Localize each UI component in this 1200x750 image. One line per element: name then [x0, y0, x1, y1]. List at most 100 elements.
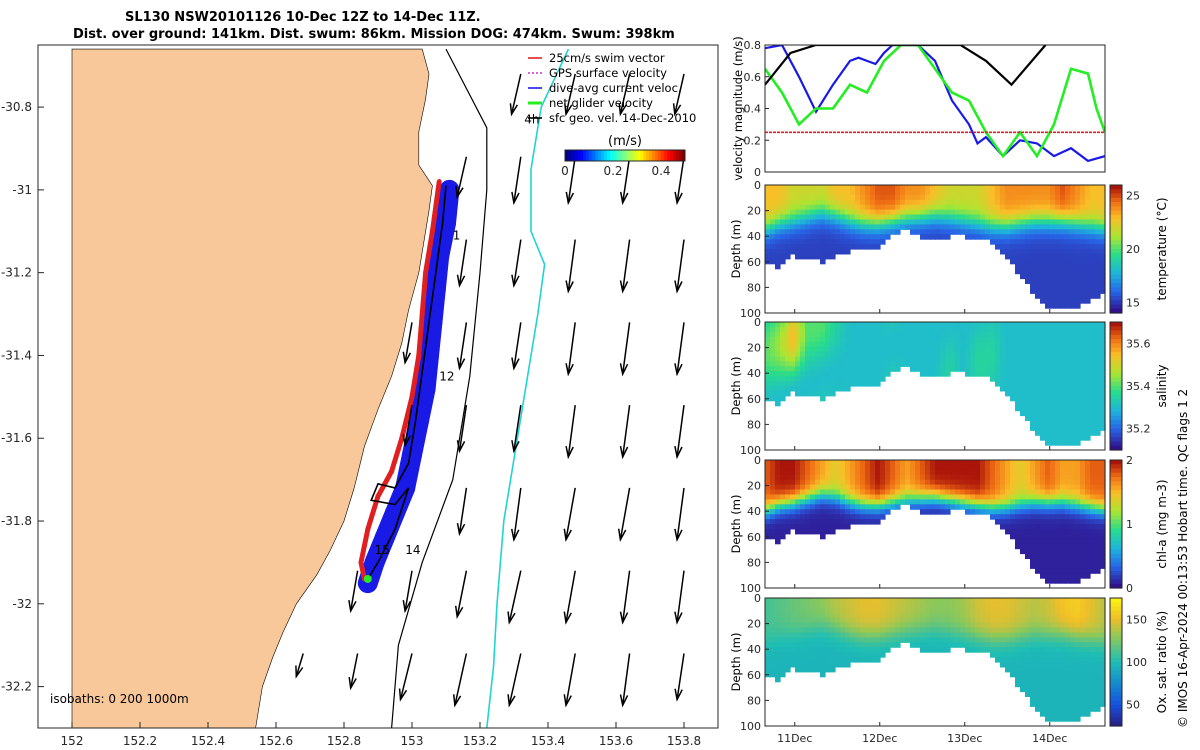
section-cell: [1065, 479, 1071, 486]
section-cell: [965, 607, 971, 614]
sfc-geo-arrow: [588, 727, 589, 728]
section-cell: [770, 199, 776, 206]
section-cell: [775, 460, 781, 466]
section-cell: [1040, 395, 1046, 402]
section-cell: [900, 331, 906, 338]
section-cell: [830, 632, 836, 638]
section-ytick-label: 40: [747, 367, 761, 380]
velocity-ytick-label: 0.8: [744, 39, 762, 52]
section-cell: [1045, 219, 1051, 225]
section-cell: [1070, 474, 1076, 481]
section-ytick-label: 20: [747, 342, 761, 355]
section-cell: [1070, 598, 1076, 604]
section-cell: [1075, 199, 1081, 206]
section-cell: [1005, 199, 1011, 206]
section-cell: [765, 464, 771, 471]
section-cell: [1060, 696, 1066, 702]
section-cell: [815, 346, 821, 353]
section-cell: [1020, 504, 1026, 510]
section-cell: [1100, 469, 1106, 476]
section-cell: [825, 528, 831, 535]
section-cell: [1055, 524, 1061, 530]
section-cell: [770, 528, 776, 535]
section-cell: [820, 185, 826, 191]
section-colorbar-cell: [1110, 360, 1122, 366]
section-cell: [900, 326, 906, 333]
section-cell: [925, 612, 931, 619]
section-cell: [955, 366, 961, 372]
section-cell: [1055, 612, 1061, 619]
sfc-geo-arrowhead: [618, 103, 627, 117]
section-cell: [1095, 249, 1101, 255]
section-cell: [1055, 538, 1061, 545]
section-cell: [785, 528, 791, 535]
section-cell: [815, 224, 821, 230]
section-cell: [765, 244, 771, 250]
sfc-geo-arrow: [404, 570, 413, 612]
section-cell: [1100, 253, 1106, 260]
section-cell: [1035, 258, 1041, 265]
section-cell: [1100, 268, 1106, 275]
section-cell: [865, 356, 871, 362]
section-cell: [870, 612, 876, 619]
section-cell: [1070, 322, 1076, 328]
section-cell: [855, 376, 861, 382]
section-cell: [1090, 469, 1096, 476]
section-cell: [1100, 263, 1106, 270]
section-cell: [795, 642, 801, 648]
section-cell: [815, 627, 821, 633]
section-cell: [915, 484, 921, 491]
section-cell: [1070, 253, 1076, 260]
section-cell: [950, 622, 956, 629]
section-cell: [1010, 229, 1016, 235]
section-cell: [1035, 288, 1041, 294]
section-cell: [1090, 420, 1096, 426]
legend-label: dive-avg current veloc.: [549, 81, 682, 95]
section-cell: [785, 381, 791, 387]
section-colorbar-cell: [1110, 477, 1122, 482]
section-cell: [1015, 268, 1021, 275]
section-cell: [835, 346, 841, 353]
section-cell: [1075, 479, 1081, 486]
section-cell: [1045, 303, 1051, 309]
section-cell: [785, 209, 791, 216]
section-cell: [1085, 617, 1091, 624]
section-cell: [1045, 263, 1051, 270]
section-cell: [870, 460, 876, 466]
section-cell: [1045, 553, 1051, 559]
section-cell: [955, 199, 961, 206]
section-cell: [1080, 420, 1086, 426]
section-cell: [820, 229, 826, 235]
section-cell: [1065, 278, 1071, 284]
section-cell: [850, 234, 856, 240]
section-cell: [1065, 716, 1071, 722]
section-cell: [1095, 194, 1101, 201]
section-cell: [1000, 504, 1006, 510]
section-cell: [775, 671, 781, 678]
section-cell: [935, 214, 941, 220]
section-cell: [1055, 356, 1061, 362]
section-cell: [940, 617, 946, 624]
section-cell: [895, 185, 901, 191]
section-cell: [1080, 395, 1086, 402]
section-cell: [965, 474, 971, 481]
section-cell: [825, 336, 831, 343]
section-cell: [825, 381, 831, 387]
section-cell: [1090, 563, 1096, 569]
section-cell: [885, 642, 891, 648]
section-cell: [950, 617, 956, 624]
section-cell: [1040, 499, 1046, 505]
section-cell: [950, 351, 956, 357]
section-cell: [930, 189, 936, 196]
section-cell: [1070, 514, 1076, 520]
section-cell: [1075, 578, 1081, 584]
section-cell: [1000, 386, 1006, 392]
section-cell: [785, 371, 791, 377]
section-colorbar-cell: [1110, 696, 1122, 701]
section-cell: [1050, 288, 1056, 294]
section-cell: [1050, 548, 1056, 555]
section-cell: [1035, 244, 1041, 250]
section-cell: [1095, 657, 1101, 663]
section-cell: [775, 336, 781, 343]
